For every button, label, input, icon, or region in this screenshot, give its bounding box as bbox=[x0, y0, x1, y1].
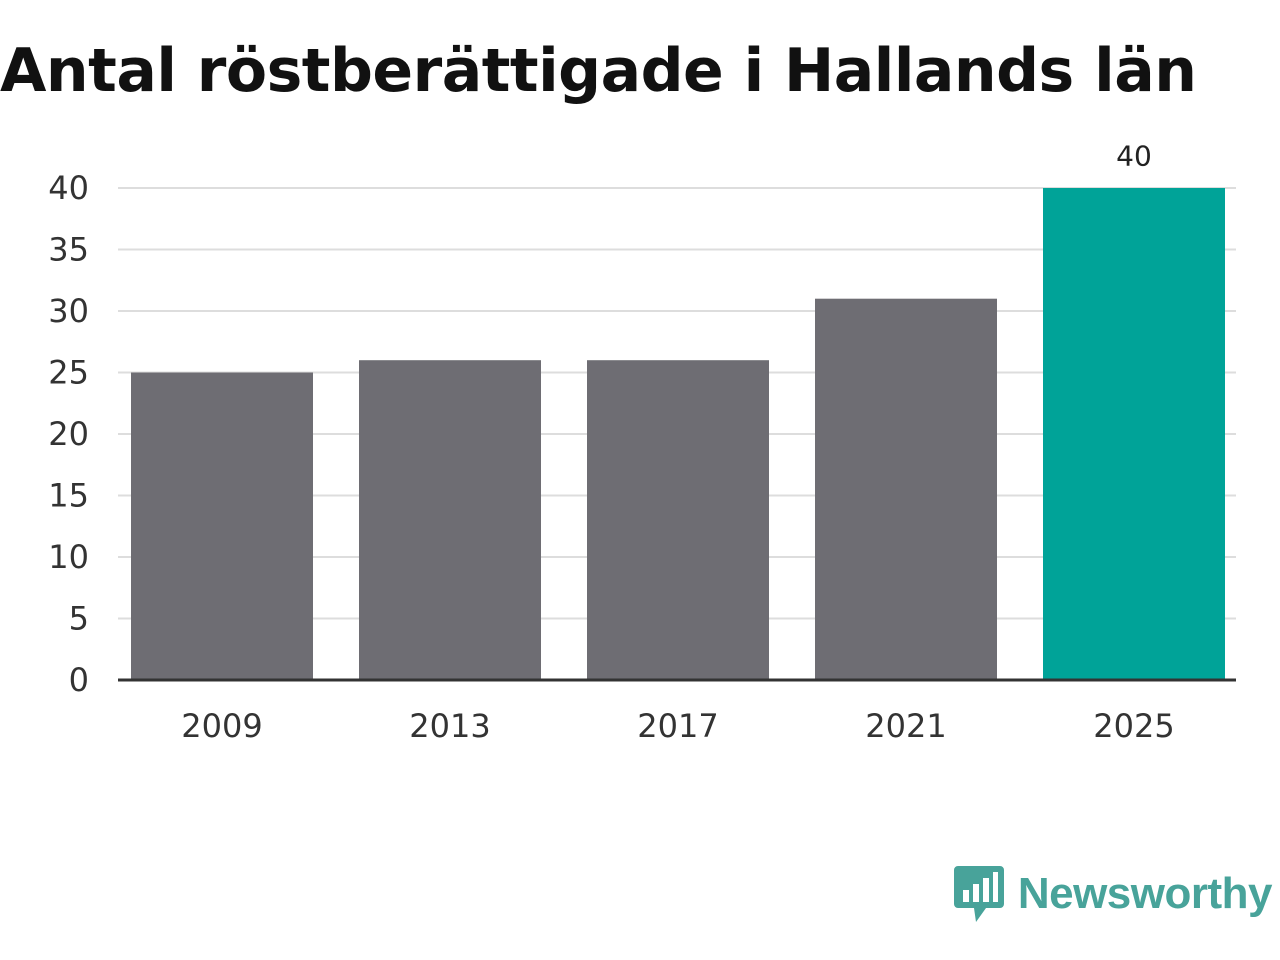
chart-title: Antal röstberättigade i Hallands län bbox=[0, 36, 1197, 106]
x-tick-label-2013: 2013 bbox=[409, 707, 490, 745]
y-tick-label-30: 30 bbox=[48, 292, 89, 330]
newsworthy-logo-icon bbox=[953, 866, 1004, 922]
x-tick-label-2017: 2017 bbox=[637, 707, 718, 745]
x-axis-tick-labels: 2009 2013 2017 2021 2025 bbox=[181, 707, 1174, 745]
y-tick-label-10: 10 bbox=[48, 538, 89, 576]
bar-2025 bbox=[1043, 188, 1225, 680]
y-tick-label-15: 15 bbox=[48, 477, 89, 515]
brand-logo: Newsworthy bbox=[953, 864, 1273, 924]
y-tick-label-5: 5 bbox=[69, 600, 89, 638]
bars bbox=[131, 188, 1225, 680]
y-tick-label-35: 35 bbox=[48, 231, 89, 269]
y-tick-label-20: 20 bbox=[48, 415, 89, 453]
y-tick-label-0: 0 bbox=[69, 661, 89, 699]
brand-name: Newsworthy bbox=[1017, 869, 1273, 918]
y-axis-tick-labels: 0 5 10 15 20 25 30 35 40 bbox=[48, 169, 89, 699]
bar-2013 bbox=[359, 360, 541, 680]
bar-2009 bbox=[131, 372, 313, 680]
x-tick-label-2009: 2009 bbox=[181, 707, 262, 745]
x-tick-label-2021: 2021 bbox=[865, 707, 946, 745]
data-labels: 40 bbox=[1116, 140, 1152, 173]
x-tick-label-2025: 2025 bbox=[1093, 707, 1174, 745]
y-tick-label-40: 40 bbox=[48, 169, 89, 207]
bar-2017 bbox=[587, 360, 769, 680]
data-label-2025: 40 bbox=[1116, 140, 1152, 173]
y-tick-label-25: 25 bbox=[48, 354, 89, 392]
bar-2021 bbox=[815, 298, 997, 680]
